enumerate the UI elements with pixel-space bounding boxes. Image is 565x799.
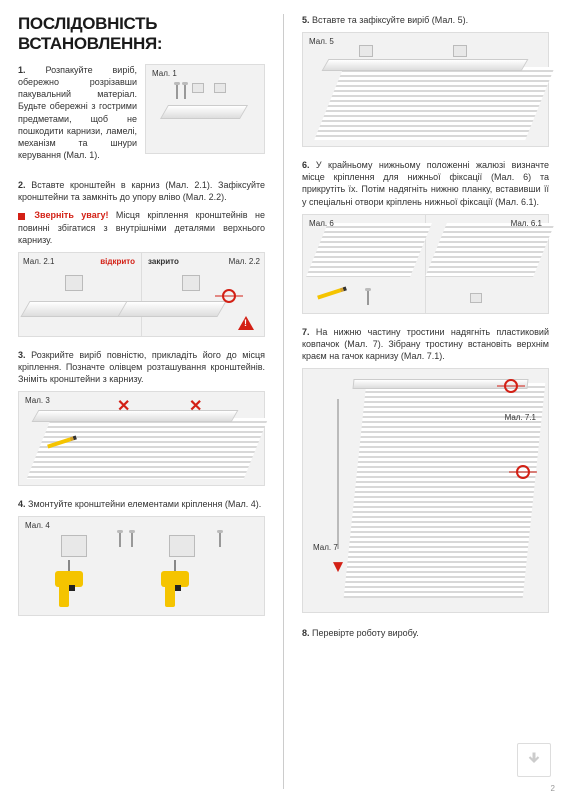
figure-2-1-label: Мал. 2.1 (23, 257, 54, 266)
column-divider (283, 14, 284, 789)
x-mark-icon: ✕ (189, 396, 202, 416)
step-1-num: 1. (18, 65, 26, 75)
step-4-text: 4. Змонтуйте кронштейни елементами кріпл… (18, 498, 265, 510)
step-5-num: 5. (302, 15, 310, 25)
left-column: ПОСЛІДОВНІСТЬ ВСТАНОВЛЕННЯ: 1. Розпакуйт… (18, 14, 265, 789)
figure-7: Мал. 7 Мал. 7.1 (302, 368, 549, 613)
figure-2-2: закрито Мал. 2.2 (142, 253, 264, 336)
step-2-num: 2. (18, 180, 26, 190)
figure-6-1: Мал. 6.1 (426, 215, 548, 313)
step-8-text: 8. Перевірте роботу виробу. (302, 627, 549, 639)
step-8-num: 8. (302, 628, 310, 638)
figure-6-label: Мал. 6 (309, 219, 334, 228)
step-8-body: Перевірте роботу виробу. (312, 628, 419, 638)
figure-3: Мал. 3 ✕ ✕ (18, 391, 265, 486)
right-column: 5. Вставте та зафіксуйте виріб (Мал. 5).… (302, 14, 549, 789)
step-7-text: 7. На нижню частину тростини надягніть п… (302, 326, 549, 362)
arrow-down-icon (525, 751, 543, 769)
step-6-body: У крайньому нижньому положенні жалюзі ви… (302, 160, 549, 206)
page-title: ПОСЛІДОВНІСТЬ ВСТАНОВЛЕННЯ: (18, 14, 265, 54)
figure-7-1-label: Мал. 7.1 (505, 413, 536, 422)
step-5-text: 5. Вставте та зафіксуйте виріб (Мал. 5). (302, 14, 549, 26)
state-closed-label: закрито (148, 257, 179, 266)
step-3-body: Розкрийте виріб повністю, прикладіть йог… (18, 350, 265, 384)
pencil-icon (317, 286, 347, 299)
page-container: ПОСЛІДОВНІСТЬ ВСТАНОВЛЕННЯ: 1. Розпакуйт… (0, 0, 565, 799)
figure-6-left: Мал. 6 (303, 215, 426, 313)
warning-label: Зверніть увагу! (34, 210, 108, 220)
wand-icon (337, 399, 339, 549)
figure-5-label: Мал. 5 (309, 37, 334, 46)
step-1: 1. Розпакуйте виріб, обережно розрізавши… (18, 64, 265, 167)
figure-2-2-label: Мал. 2.2 (229, 257, 260, 266)
drill-icon (161, 571, 191, 611)
figure-6: Мал. 6 Мал. 6.1 (302, 214, 549, 314)
step-2-text: 2. Вставте кронштейн в карниз (Мал. 2.1)… (18, 179, 265, 203)
step-2-body: Вставте кронштейн в карниз (Мал. 2.1). З… (18, 180, 265, 202)
wand-cap-icon (333, 562, 343, 572)
figure-4: Мал. 4 (18, 516, 265, 616)
page-number: 2 (551, 784, 555, 793)
step-2-warning: Зверніть увагу! Місця кріплення кронштей… (18, 209, 265, 245)
detail-callout-icon (222, 289, 236, 303)
warning-square-icon (18, 213, 25, 220)
figure-4-label: Мал. 4 (25, 521, 50, 530)
figure-2-1: Мал. 2.1 відкрито (19, 253, 142, 336)
figure-2: Мал. 2.1 відкрито закрито Мал. 2.2 (18, 252, 265, 337)
step-7-body: На нижню частину тростини надягніть плас… (302, 327, 549, 361)
step-3-text: 3. Розкрийте виріб повністю, прикладіть … (18, 349, 265, 385)
figure-7-label: Мал. 7 (313, 543, 338, 552)
figure-5: Мал. 5 (302, 32, 549, 147)
x-mark-icon: ✕ (117, 396, 130, 416)
figure-1-label: Мал. 1 (152, 69, 177, 78)
step-4-body: Змонтуйте кронштейни елементами кріпленн… (28, 499, 261, 509)
step-6-num: 6. (302, 160, 310, 170)
step-3-num: 3. (18, 350, 26, 360)
step-7-num: 7. (302, 327, 310, 337)
figure-1: Мал. 1 (145, 64, 265, 154)
scroll-down-button[interactable] (517, 743, 551, 777)
warning-triangle-icon (238, 316, 254, 330)
state-open-label: відкрито (100, 257, 135, 266)
drill-icon (55, 571, 85, 611)
step-6-text: 6. У крайньому нижньому положенні жалюзі… (302, 159, 549, 208)
figure-3-label: Мал. 3 (25, 396, 50, 405)
figure-6-1-label: Мал. 6.1 (511, 219, 542, 228)
step-1-body: Розпакуйте виріб, обережно розрізавши па… (18, 65, 137, 160)
step-5-body: Вставте та зафіксуйте виріб (Мал. 5). (312, 15, 468, 25)
step-1-text: 1. Розпакуйте виріб, обережно розрізавши… (18, 64, 137, 161)
step-4-num: 4. (18, 499, 26, 509)
